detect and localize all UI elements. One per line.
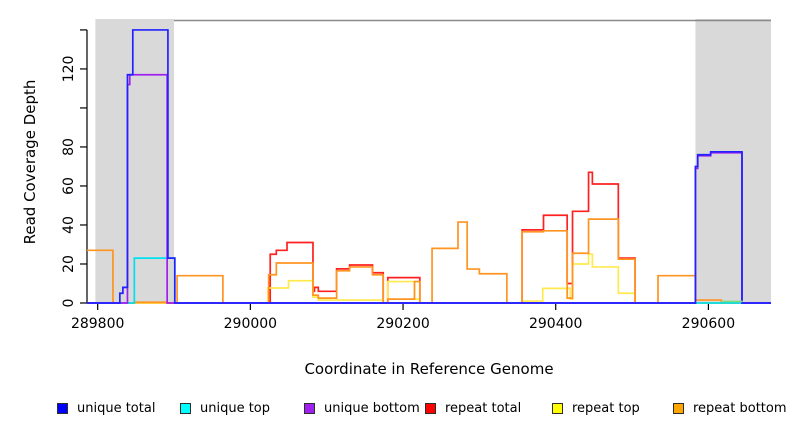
x-tick-label: 289800 <box>71 316 124 332</box>
legend-swatch-icon <box>673 402 684 414</box>
legend-swatch-icon <box>304 402 315 414</box>
y-tick-label: 20 <box>61 255 77 273</box>
legend-swatch-icon <box>57 402 68 414</box>
legend-swatch-icon <box>425 402 436 414</box>
legend-item-repeat-top: repeat top <box>552 399 640 417</box>
legend-item-repeat-total: repeat total <box>425 399 521 417</box>
series-unique-bottom <box>87 73 771 304</box>
series-unique-top <box>87 257 771 304</box>
legend-swatch-icon <box>180 402 191 414</box>
coverage-chart-canvas: 289800 290000 290200 290400 290600 0 20 40 60 80 1… <box>61 19 771 332</box>
legend-label: unique top <box>200 400 271 416</box>
legend-item-unique-total: unique total <box>57 399 155 417</box>
x-axis-title: Coordinate in Reference Genome <box>304 360 554 378</box>
legend-item-unique-top: unique top <box>180 399 270 417</box>
legend-label: repeat top <box>572 400 640 416</box>
series-repeat-bottom <box>87 218 771 304</box>
series-repeat-top <box>87 253 771 304</box>
legend-swatch-icon <box>552 402 563 414</box>
y-tick-label: 60 <box>61 177 77 195</box>
y-axis-title: Read Coverage Depth <box>21 79 39 245</box>
right-gray-band <box>695 19 771 303</box>
legend-label: unique bottom <box>324 400 420 416</box>
x-tick-label: 290600 <box>682 316 735 332</box>
x-tick-label: 290200 <box>376 316 429 332</box>
legend-label: repeat bottom <box>693 400 787 416</box>
left-gray-band <box>95 19 175 303</box>
y-tick-label: 120 <box>61 56 77 83</box>
legend-item-unique-bottom: unique bottom <box>304 399 420 417</box>
legend-label: repeat total <box>445 400 522 416</box>
chart-legend: unique total unique top unique bottom repea… <box>0 399 792 421</box>
legend-label: unique total <box>77 400 156 416</box>
y-tick-label: 40 <box>61 216 77 234</box>
y-tick-label: 80 <box>61 138 77 156</box>
legend-item-repeat-bottom: repeat bottom <box>673 399 787 417</box>
x-tick-label: 290000 <box>224 316 277 332</box>
y-tick-label: 0 <box>61 299 77 308</box>
series-repeat-total <box>87 171 771 304</box>
x-tick-label: 290400 <box>529 316 582 332</box>
series-unique-total <box>87 29 771 304</box>
